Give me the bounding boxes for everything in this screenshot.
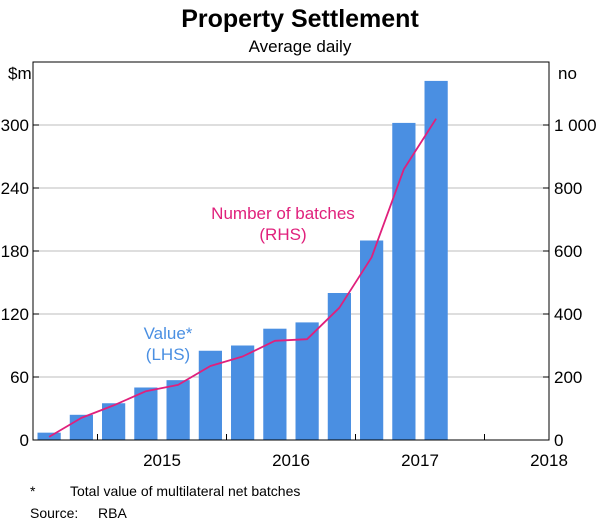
- value-bar-12: [424, 80, 448, 441]
- value-series-label-1: (LHS): [146, 345, 190, 364]
- value-bar-4: [166, 380, 190, 440]
- batches-line-layer: [48, 118, 437, 438]
- value-bar-9: [327, 293, 351, 440]
- right-tick-label-5: 1 000: [554, 116, 597, 135]
- x-year-label-3: 2018: [530, 451, 568, 470]
- chart-subtitle: Average daily: [249, 37, 352, 56]
- footnote-text: Total value of multilateral net batches: [70, 483, 300, 499]
- value-bar-11: [392, 122, 416, 441]
- value-bars: [37, 80, 448, 441]
- gridlines: [33, 124, 549, 378]
- chart-title: Property Settlement: [181, 5, 419, 33]
- left-unit-label: $m: [8, 64, 32, 83]
- value-bar-10: [360, 240, 384, 440]
- left-tick-label-5: 300: [1, 116, 29, 135]
- value-bar-6: [231, 345, 255, 440]
- x-year-label-1: 2016: [272, 451, 310, 470]
- right-tick-label-3: 600: [554, 242, 582, 261]
- x-axis-ticks: 2015 2016 2017 2018: [97, 434, 568, 470]
- source-label: Source:: [30, 505, 78, 520]
- x-year-label-0: 2015: [143, 451, 181, 470]
- value-bar-2: [102, 403, 126, 440]
- right-tick-label-4: 800: [554, 179, 582, 198]
- value-bar-8: [295, 322, 319, 440]
- right-unit-label: no: [558, 64, 577, 83]
- value-bar-3: [134, 387, 158, 440]
- source-text: RBA: [98, 505, 127, 520]
- batches-series-label-0: Number of batches: [211, 204, 355, 223]
- value-bar-5: [198, 350, 222, 440]
- right-tick-label-2: 400: [554, 305, 582, 324]
- batches-series-label-1: (RHS): [259, 225, 306, 244]
- footnote-marker: *: [30, 483, 36, 499]
- value-series-label-0: Value*: [144, 324, 193, 343]
- right-tick-label-1: 200: [554, 368, 582, 387]
- value-bar-7: [263, 328, 287, 440]
- batches-line: [48, 118, 437, 438]
- left-tick-label-3: 180: [1, 242, 29, 261]
- left-tick-label-4: 240: [1, 179, 29, 198]
- x-year-label-2: 2017: [401, 451, 439, 470]
- series-labels: Value* (LHS) Number of batches (RHS): [144, 204, 355, 364]
- left-axis-ticks: 0 60 120 180 240 300: [1, 116, 39, 450]
- left-tick-label-2: 120: [1, 305, 29, 324]
- right-tick-label-0: 0: [554, 431, 563, 450]
- right-axis-ticks: 0 200 400 600 800 1 000: [543, 116, 597, 450]
- left-tick-label-1: 60: [10, 368, 29, 387]
- left-tick-label-0: 0: [20, 431, 29, 450]
